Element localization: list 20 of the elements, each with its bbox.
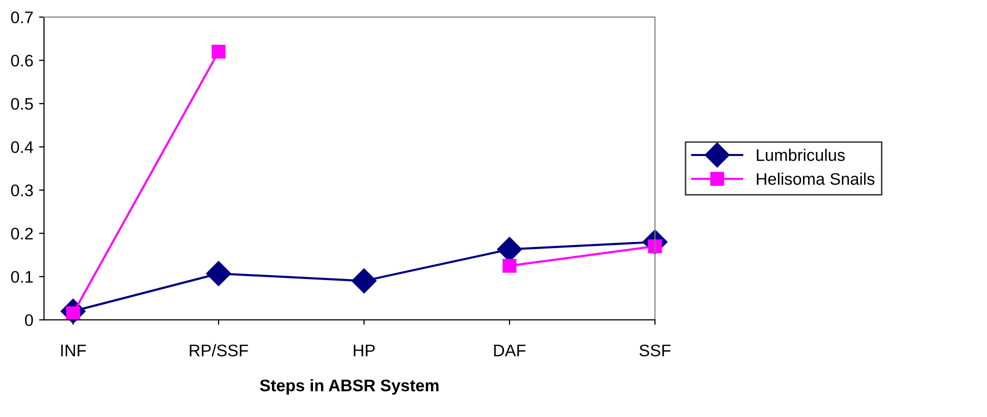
point [502,258,516,273]
x-tick-label: INF [61,344,86,356]
y-tick-label: 0.1 [11,270,33,283]
y-tick-label: 0.7 [11,12,33,24]
x-tick-label: DAF [494,344,526,356]
x-tick-label: SSF [640,344,671,356]
point [352,268,377,294]
y-tick-label: 0.4 [11,141,34,154]
y-tick-label: 0.5 [11,98,33,110]
y-tick-label: 0.2 [11,228,33,240]
legend-label: Helisoma Snails [756,172,874,185]
y-tick-label: 0.6 [11,54,33,67]
point [212,44,226,59]
point [206,261,232,286]
x-tick-label: HP [354,344,375,356]
x-tick-label: RP/SSF [190,344,248,356]
y-tick-label: 0 [24,314,33,326]
x-axis-title: Steps in ABSR System [260,379,438,395]
legend-label: Lumbriculus [756,148,845,162]
y-tick-label: 0.3 [11,184,33,196]
